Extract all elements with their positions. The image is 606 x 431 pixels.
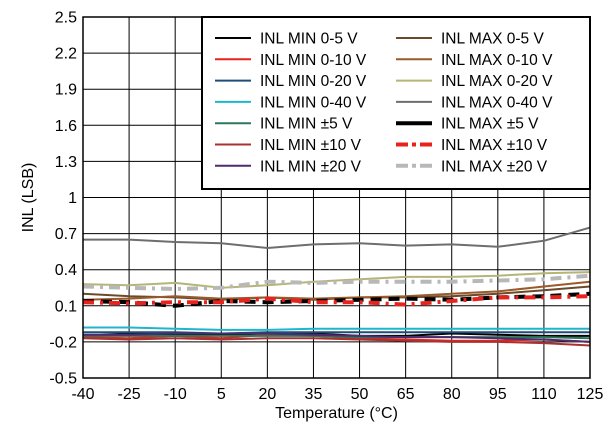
y-tick-labels: -0.5 -0.2 0.1 0.4 0.7 1 1.3 1.6 1.9 2.2 2.5 (49, 10, 77, 388)
series-line (83, 334, 591, 340)
legend-label: INL MIN ±5 V (260, 116, 353, 133)
legend: INL MIN 0-5 V INL MIN 0-10 V INL MIN 0-20 … (201, 16, 591, 190)
series-line (83, 226, 591, 249)
legend-label: INL MIN 0-10 V (260, 52, 367, 69)
x-tick-label: 95 (489, 386, 507, 403)
y-tick-label: 1.6 (55, 118, 77, 135)
legend-label: INL MIN ±20 V (260, 158, 362, 175)
legend-label: INL MIN 0-20 V (260, 73, 367, 90)
legend-label: INL MIN 0-5 V (260, 31, 358, 48)
legend-label: INL MAX 0-5 V (441, 31, 544, 48)
x-tick-label: 5 (217, 386, 226, 403)
y-tick-label: 0.7 (55, 226, 77, 243)
legend-label: INL MAX ±5 V (441, 116, 539, 133)
y-tick-label: 0.1 (55, 298, 77, 315)
series-line (82, 271, 591, 289)
series-line (83, 331, 590, 335)
series-line (82, 280, 591, 301)
y-tick-label: 2.5 (55, 10, 77, 27)
series-line (82, 337, 591, 347)
x-tick-label: 50 (351, 386, 369, 403)
y-tick-label: 1 (68, 190, 77, 207)
legend-label: INL MIN 0-40 V (260, 94, 367, 111)
x-axis-title: Temperature (°C) (275, 405, 398, 422)
legend-label: INL MAX 0-20 V (441, 73, 553, 90)
series-line (82, 294, 591, 307)
x-tick-labels: -40 -25 -10 5 20 35 50 65 80 95 110 125 (71, 386, 603, 403)
x-tick-label: 125 (577, 386, 604, 403)
x-tick-label: 110 (531, 386, 557, 403)
series-line (83, 326, 590, 331)
legend-label: INL MAX 0-40 V (441, 94, 553, 111)
y-tick-label: 1.9 (55, 82, 77, 99)
y-tick-label: 1.3 (55, 154, 77, 171)
legend-label: INL MAX ±20 V (441, 158, 548, 175)
series-line (82, 273, 591, 291)
legend-label: INL MAX 0-10 V (441, 52, 553, 69)
y-tick-label: 0.4 (55, 262, 77, 279)
x-tick-label: -25 (118, 386, 141, 403)
y-tick-label: 2.2 (55, 46, 77, 63)
x-tick-label: 80 (443, 386, 461, 403)
x-tick-label: -40 (71, 386, 94, 403)
y-axis-title: INL (LSB) (20, 163, 37, 233)
series-line (83, 332, 591, 343)
x-tick-label: 35 (305, 386, 323, 403)
x-tick-label: 20 (258, 386, 276, 403)
legend-label: INL MIN ±10 V (260, 137, 362, 154)
legend-label: INL MAX ±10 V (441, 137, 548, 154)
x-tick-label: -10 (164, 386, 187, 403)
y-tick-label: -0.5 (49, 371, 77, 388)
series-lines (82, 226, 591, 347)
x-tick-label: 65 (397, 386, 415, 403)
legend-box (201, 16, 591, 190)
y-tick-label: -0.2 (49, 334, 77, 351)
